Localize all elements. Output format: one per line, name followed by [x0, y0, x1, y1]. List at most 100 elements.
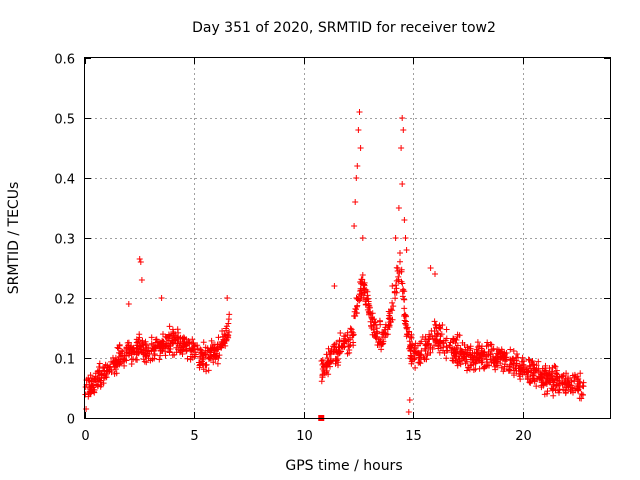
data-point	[96, 360, 103, 367]
data-point	[394, 265, 401, 272]
data-point	[404, 331, 410, 338]
data-point	[91, 376, 98, 383]
data-point	[405, 409, 412, 415]
data-point	[224, 295, 231, 301]
data-point	[353, 295, 360, 301]
data-point	[207, 347, 214, 354]
data-point	[412, 364, 419, 371]
data-point	[351, 223, 358, 229]
data-point	[550, 392, 557, 399]
data-point	[402, 320, 409, 327]
data-point	[432, 339, 439, 346]
y-tick-label: 0.6	[54, 53, 75, 68]
data-point	[365, 302, 372, 309]
data-point	[332, 360, 339, 367]
data-point	[157, 352, 164, 359]
data-point	[386, 316, 393, 323]
data-point	[182, 341, 188, 348]
data-point	[183, 347, 190, 354]
data-point	[469, 356, 476, 363]
data-point	[321, 369, 328, 376]
data-point	[123, 357, 130, 364]
x-tick-label: 15	[405, 429, 422, 444]
data-point	[432, 271, 438, 277]
data-point	[492, 366, 499, 373]
data-point	[151, 345, 158, 352]
data-point	[113, 362, 120, 369]
data-point	[121, 362, 128, 369]
data-point	[397, 258, 403, 265]
data-point	[370, 326, 377, 333]
data-point	[450, 349, 457, 356]
data-point	[404, 324, 411, 331]
data-point	[436, 324, 443, 331]
data-point	[550, 383, 557, 390]
data-point	[124, 339, 131, 346]
data-points	[82, 109, 587, 421]
data-point	[166, 323, 173, 330]
data-point	[512, 354, 519, 361]
data-point	[464, 367, 470, 374]
data-point	[568, 377, 575, 384]
data-point	[164, 340, 171, 347]
data-point	[367, 310, 374, 317]
data-point	[387, 319, 394, 325]
data-point	[116, 353, 123, 360]
data-point	[95, 368, 102, 375]
data-point	[502, 357, 509, 364]
data-point	[400, 296, 407, 303]
axis-ticks: 0 0.1 0.2 0.3 0.4 0.5 0.6 0 5 10 15 20	[54, 53, 610, 444]
data-point	[490, 359, 497, 366]
data-point	[353, 306, 359, 313]
data-point	[431, 318, 438, 325]
data-point	[552, 363, 559, 370]
data-point	[541, 391, 548, 398]
x-tick-label: 10	[296, 429, 313, 444]
data-point	[390, 303, 397, 310]
data-point	[97, 383, 104, 390]
plot-frame	[84, 57, 611, 419]
data-point	[142, 353, 149, 360]
data-point	[208, 337, 215, 344]
data-point	[422, 333, 429, 340]
data-point	[569, 372, 576, 379]
data-point	[388, 306, 394, 313]
data-point	[382, 324, 389, 331]
data-point	[560, 372, 567, 379]
data-point	[454, 362, 461, 369]
data-point	[319, 374, 326, 381]
data-point	[494, 353, 501, 360]
data-point	[366, 310, 373, 317]
data-point	[365, 295, 372, 302]
data-point	[156, 356, 163, 363]
data-point	[167, 346, 174, 352]
data-point	[416, 340, 423, 347]
data-point	[551, 362, 558, 369]
data-point	[368, 322, 374, 329]
data-point	[225, 334, 232, 341]
data-point	[377, 318, 383, 325]
data-point	[382, 331, 388, 338]
data-point	[118, 352, 125, 359]
data-point	[408, 360, 415, 367]
data-point	[375, 339, 382, 346]
data-point	[104, 368, 111, 375]
data-point	[402, 235, 409, 241]
y-tick-label: 0	[67, 413, 75, 428]
data-point	[498, 364, 505, 371]
data-point	[334, 356, 341, 362]
data-point	[391, 289, 398, 296]
data-point	[478, 355, 485, 362]
data-point	[318, 358, 325, 364]
data-point	[223, 327, 230, 334]
data-point	[400, 286, 407, 293]
data-point	[408, 342, 415, 349]
data-point	[357, 279, 364, 286]
data-point	[198, 358, 205, 365]
data-point	[100, 380, 107, 387]
data-point	[373, 328, 380, 335]
data-point	[507, 346, 514, 353]
data-point	[443, 355, 450, 362]
data-point	[524, 375, 531, 382]
data-point	[189, 336, 196, 343]
